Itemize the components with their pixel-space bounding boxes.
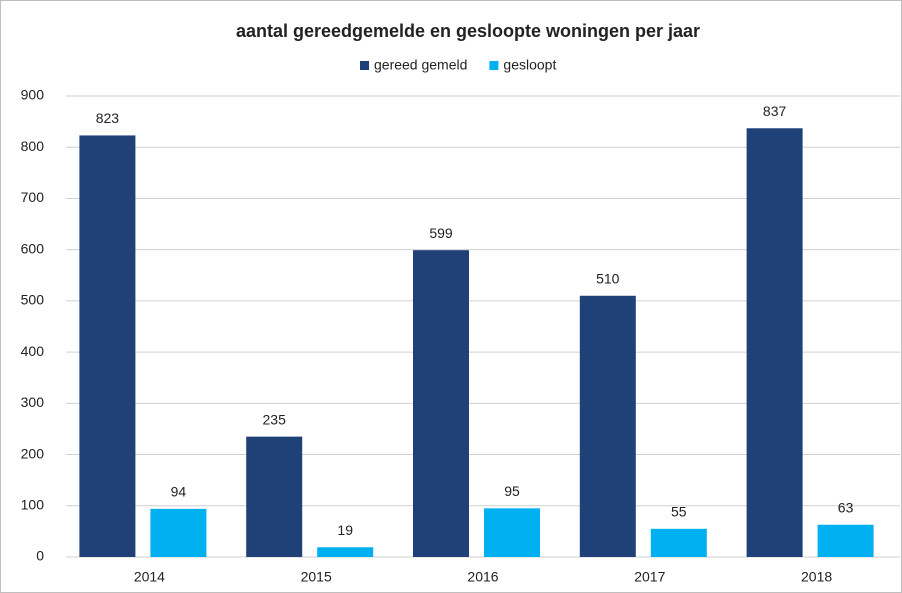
data-label: 235 bbox=[263, 411, 287, 427]
y-tick-label: 300 bbox=[21, 394, 45, 410]
data-label: 95 bbox=[504, 483, 520, 499]
x-tick-label: 2014 bbox=[134, 569, 165, 585]
data-label: 510 bbox=[596, 270, 620, 286]
bar bbox=[413, 250, 469, 557]
y-tick-label: 500 bbox=[21, 292, 45, 308]
bar bbox=[650, 528, 707, 557]
bar bbox=[317, 547, 374, 557]
data-label: 823 bbox=[96, 110, 120, 126]
data-label: 55 bbox=[671, 504, 687, 520]
legend-label: gereed gemeld bbox=[374, 57, 467, 73]
data-label: 94 bbox=[171, 484, 187, 500]
bar bbox=[746, 128, 803, 557]
y-tick-label: 0 bbox=[36, 548, 44, 564]
bar bbox=[579, 295, 636, 557]
y-tick-label: 400 bbox=[21, 343, 45, 359]
chart-title: aantal gereedgemelde en gesloopte woning… bbox=[236, 21, 700, 41]
data-label: 19 bbox=[337, 522, 353, 538]
bar bbox=[817, 524, 874, 557]
x-tick-label: 2016 bbox=[467, 569, 498, 585]
legend-swatch bbox=[489, 61, 499, 70]
legend-label: gesloopt bbox=[503, 57, 556, 73]
data-label: 837 bbox=[763, 103, 787, 119]
bar bbox=[150, 508, 207, 557]
bar bbox=[484, 508, 540, 557]
y-tick-label: 700 bbox=[21, 189, 45, 205]
bar bbox=[246, 436, 303, 557]
data-label: 63 bbox=[838, 499, 854, 515]
x-tick-label: 2017 bbox=[634, 569, 665, 585]
x-tick-label: 2018 bbox=[801, 569, 832, 585]
data-label: 599 bbox=[429, 225, 453, 241]
y-tick-label: 200 bbox=[21, 445, 45, 461]
y-tick-label: 800 bbox=[21, 138, 45, 154]
x-tick-label: 2015 bbox=[301, 569, 332, 585]
legend-swatch bbox=[360, 61, 369, 70]
y-tick-label: 100 bbox=[21, 496, 45, 512]
y-tick-label: 900 bbox=[21, 87, 45, 103]
y-tick-label: 600 bbox=[21, 240, 45, 256]
bar bbox=[79, 135, 136, 558]
